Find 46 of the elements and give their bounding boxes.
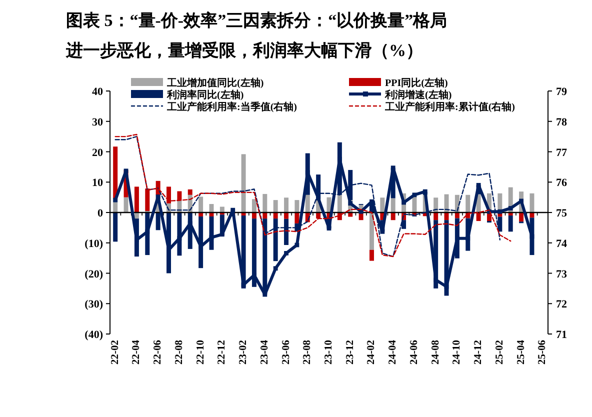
x-tick-label: 22-02 — [110, 340, 121, 364]
legend-label: 工业增加值同比(左轴) — [166, 77, 264, 89]
y-tick-label: 30 — [92, 116, 104, 128]
y2-tick-label: 71 — [556, 329, 567, 341]
legend-label: 工业产能利用率:当季值(右轴) — [166, 101, 297, 113]
x-tick-label: 23-10 — [324, 340, 334, 364]
y-tick-label: (30) — [84, 298, 104, 311]
y-tick-label: (10) — [84, 238, 104, 250]
y2-tick-label: 78 — [556, 116, 568, 128]
x-tick-label: 22-10 — [195, 340, 206, 364]
y2-tick-label: 79 — [556, 86, 568, 98]
y2-tick-label: 73 — [556, 268, 568, 280]
y-tick-label: (40) — [84, 329, 104, 341]
y-tick-label: 0 — [98, 208, 104, 220]
x-tick-label: 24-10 — [452, 340, 463, 364]
x-tick-label: 24-08 — [430, 340, 442, 364]
y2-tick-label: 77 — [556, 146, 568, 159]
x-tick-label: 23-08 — [302, 340, 314, 364]
x-tick-label: 24-06 — [408, 340, 420, 364]
x-tick-label: 23-04 — [259, 339, 270, 364]
chart-title: 图表 5：“量-价-效率”三因素拆分：“以价换量”格局进一步恶化，量增受限，利润率大幅下滑（%） — [66, 10, 448, 62]
x-tick-label: 22-06 — [152, 340, 164, 364]
y2-tick-label: 75 — [556, 208, 568, 220]
legend-label: PPI同比(左轴) — [385, 77, 448, 89]
x-tick-label: 22-08 — [174, 340, 185, 364]
x-tick-label: 25-04 — [516, 339, 527, 364]
legend-label: 利润增速(左轴) — [384, 89, 452, 101]
x-tick-label: 25-02 — [494, 340, 506, 364]
x-tick-label: 23-02 — [238, 340, 250, 364]
x-tick-label: 24-12 — [473, 340, 484, 364]
y-tick-label: 40 — [92, 86, 104, 98]
legend-label: 利润率同比(左轴) — [166, 89, 244, 101]
x-tick-label: 24-02 — [366, 340, 378, 364]
x-tick-label: 22-12 — [216, 340, 228, 364]
x-tick-label: 23-12 — [344, 340, 356, 364]
y2-tick-label: 76 — [556, 177, 568, 190]
y2-tick-label: 74 — [556, 238, 568, 250]
x-tick-label: 24-04 — [388, 339, 399, 364]
x-tick-label: 25-06 — [537, 340, 548, 364]
x-tick-label: 22-04 — [131, 339, 142, 364]
y-tick-label: (20) — [84, 268, 104, 280]
y-tick-label: 10 — [92, 177, 104, 190]
y2-tick-label: 72 — [556, 298, 568, 311]
legend-label: 工业产能利用率:累计值(右轴) — [384, 101, 515, 113]
y-tick-label: 20 — [92, 146, 104, 159]
x-tick-label: 23-06 — [280, 340, 292, 364]
